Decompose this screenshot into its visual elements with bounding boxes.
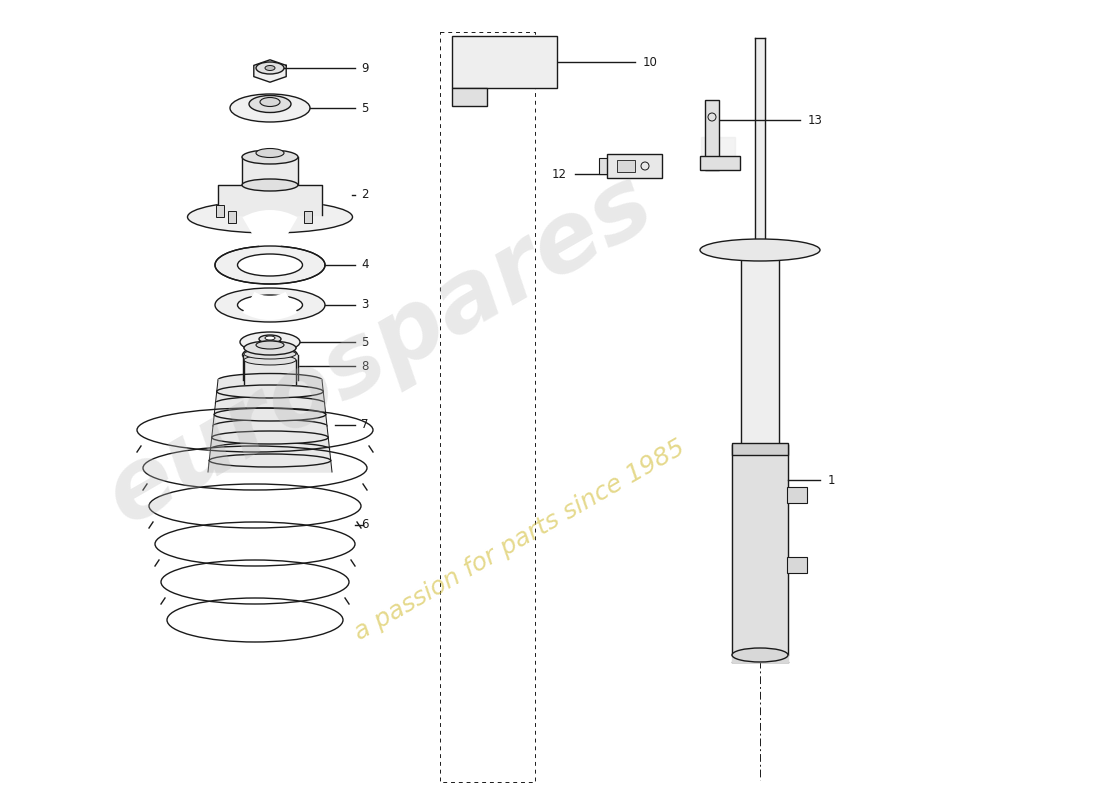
Text: 9: 9 xyxy=(361,62,368,74)
Text: 6: 6 xyxy=(361,518,368,531)
Polygon shape xyxy=(210,438,330,449)
Bar xyxy=(600,158,609,174)
Ellipse shape xyxy=(214,288,324,322)
Text: 1: 1 xyxy=(828,474,836,486)
Polygon shape xyxy=(209,449,331,461)
Ellipse shape xyxy=(251,352,289,364)
Ellipse shape xyxy=(265,66,275,70)
Polygon shape xyxy=(244,360,296,384)
Polygon shape xyxy=(254,60,286,82)
Bar xyxy=(452,36,558,88)
Bar xyxy=(452,88,487,106)
Ellipse shape xyxy=(732,648,788,662)
Bar xyxy=(786,487,807,503)
Polygon shape xyxy=(218,157,322,215)
Ellipse shape xyxy=(244,341,296,355)
Bar xyxy=(786,557,807,573)
Bar xyxy=(216,205,224,217)
Text: eurospares: eurospares xyxy=(90,156,670,544)
Text: 10: 10 xyxy=(644,55,658,69)
Text: 13: 13 xyxy=(808,114,823,126)
Text: 8: 8 xyxy=(361,359,368,373)
Bar xyxy=(732,443,788,455)
Text: 12: 12 xyxy=(552,167,567,181)
Ellipse shape xyxy=(238,254,302,276)
Polygon shape xyxy=(242,355,297,380)
Ellipse shape xyxy=(210,442,330,455)
Ellipse shape xyxy=(700,239,820,261)
Polygon shape xyxy=(216,391,324,403)
Ellipse shape xyxy=(211,431,328,444)
Bar xyxy=(304,211,312,223)
Ellipse shape xyxy=(187,201,352,233)
Ellipse shape xyxy=(238,295,302,315)
Ellipse shape xyxy=(244,376,296,392)
Text: 5: 5 xyxy=(361,335,368,349)
Bar xyxy=(705,100,719,170)
Ellipse shape xyxy=(256,341,284,349)
Ellipse shape xyxy=(242,179,298,191)
Wedge shape xyxy=(242,210,297,238)
Ellipse shape xyxy=(258,335,280,343)
Ellipse shape xyxy=(214,246,324,284)
Text: 2: 2 xyxy=(361,189,368,202)
Ellipse shape xyxy=(213,419,327,433)
Ellipse shape xyxy=(244,355,296,365)
Text: 5: 5 xyxy=(361,102,368,114)
Text: 4: 4 xyxy=(361,258,368,271)
Polygon shape xyxy=(213,414,327,426)
Ellipse shape xyxy=(242,346,297,364)
Ellipse shape xyxy=(216,397,324,410)
Wedge shape xyxy=(242,292,297,320)
Bar xyxy=(228,211,236,223)
Polygon shape xyxy=(741,245,779,450)
Ellipse shape xyxy=(256,149,284,158)
Polygon shape xyxy=(755,38,766,250)
Polygon shape xyxy=(208,461,332,472)
Ellipse shape xyxy=(240,332,300,352)
Bar xyxy=(607,154,662,178)
Bar xyxy=(617,160,635,172)
Ellipse shape xyxy=(242,150,298,164)
Polygon shape xyxy=(701,137,735,157)
Ellipse shape xyxy=(218,374,322,386)
Text: 7: 7 xyxy=(361,418,368,431)
Ellipse shape xyxy=(217,385,323,398)
Polygon shape xyxy=(212,426,328,438)
Ellipse shape xyxy=(260,98,280,106)
Polygon shape xyxy=(732,655,788,662)
Ellipse shape xyxy=(244,349,296,359)
Polygon shape xyxy=(217,380,323,391)
Text: a passion for parts since 1985: a passion for parts since 1985 xyxy=(351,435,690,645)
Text: 3: 3 xyxy=(361,298,368,311)
Ellipse shape xyxy=(244,343,296,353)
Ellipse shape xyxy=(209,454,331,467)
Ellipse shape xyxy=(230,94,310,122)
Ellipse shape xyxy=(249,95,292,113)
Polygon shape xyxy=(732,445,788,655)
Polygon shape xyxy=(214,403,326,414)
Ellipse shape xyxy=(214,408,326,421)
Ellipse shape xyxy=(265,336,275,340)
Bar xyxy=(700,156,740,170)
Ellipse shape xyxy=(256,62,284,74)
